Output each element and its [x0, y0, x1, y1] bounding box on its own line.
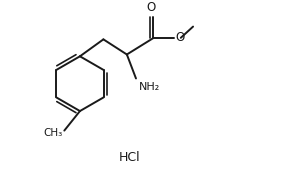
Text: NH₂: NH₂ — [139, 82, 160, 92]
Text: O: O — [175, 31, 185, 44]
Text: HCl: HCl — [119, 152, 140, 165]
Text: CH₃: CH₃ — [44, 128, 63, 138]
Text: O: O — [147, 1, 156, 14]
